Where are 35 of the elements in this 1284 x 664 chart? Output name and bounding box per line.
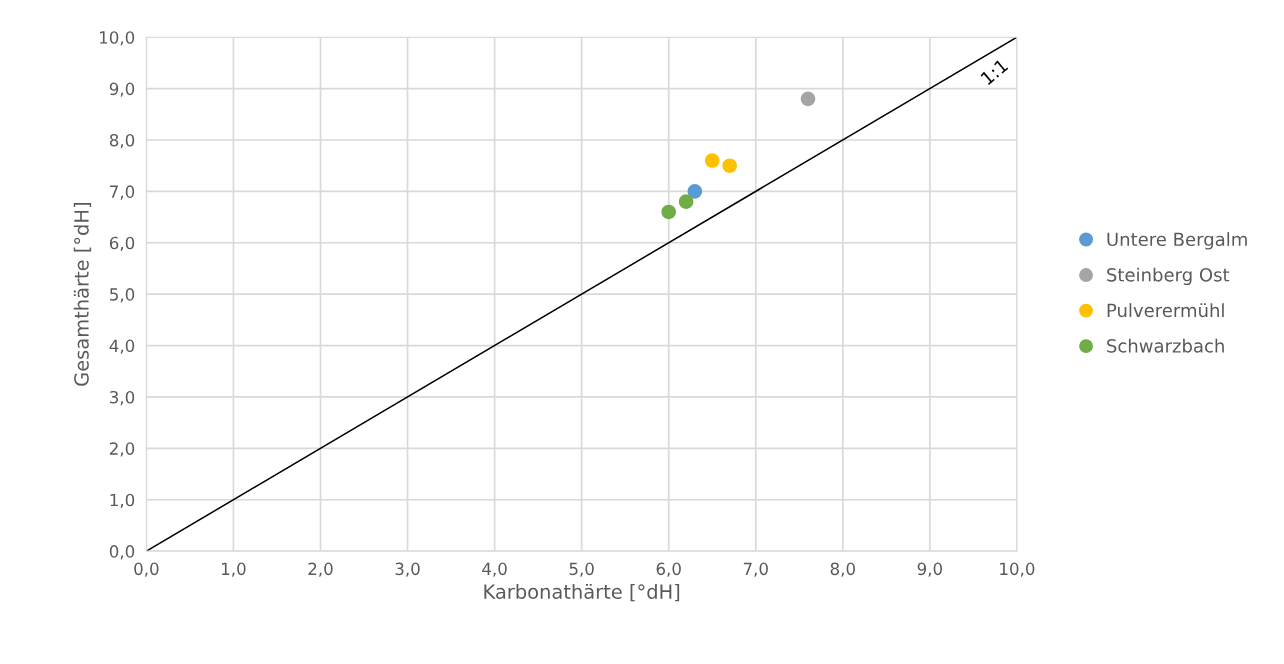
x-tick-label: 6,0 [656, 562, 681, 577]
x-tick-label: 2,0 [308, 562, 333, 577]
x-tick-label: 10,0 [1000, 562, 1035, 577]
x-tick-label: 7,0 [743, 562, 768, 577]
y-tick-label: 4,0 [109, 339, 135, 354]
y-tick-label: 2,0 [109, 442, 135, 457]
point [800, 91, 816, 107]
point [722, 158, 737, 173]
point [704, 153, 720, 168]
y-tick-label: 10,0 [99, 31, 135, 46]
legend-label: Untere Bergalm [1107, 232, 1247, 250]
legend-label: Schwarzbach [1107, 338, 1224, 353]
y-tick-label: 6,0 [109, 236, 135, 252]
y-tick-label: 5,0 [110, 288, 135, 303]
legend-label: Pulverermühl [1107, 303, 1224, 318]
y-tick-label: 8,0 [109, 133, 135, 149]
point [661, 204, 676, 220]
annotation: 1:1 [980, 58, 1009, 86]
point [687, 184, 703, 199]
x-tick-label: 5,0 [569, 562, 594, 577]
y-tick-label: 9,0 [109, 82, 135, 97]
y-tick-label: 0,0 [109, 545, 135, 560]
y-axis-title: Gesamthärte [°dH] [73, 203, 92, 386]
y-tick-label: 1,0 [110, 493, 135, 508]
y-tick-label: 7,0 [110, 185, 135, 200]
y-tick-label: 3,0 [110, 390, 135, 406]
x-tick-label: 3,0 [395, 562, 420, 577]
x-axis-title: Karbonathärte [°dH] [484, 583, 680, 602]
x-tick-label: 1,0 [222, 562, 246, 577]
legend-label: Steinberg Ost [1107, 267, 1230, 286]
x-tick-label: 9,0 [917, 562, 943, 577]
point [678, 194, 694, 209]
x-tick-label: 4,0 [482, 562, 507, 577]
x-tick-label: 8,0 [830, 562, 855, 577]
x-tick-label: 0,0 [134, 562, 159, 577]
